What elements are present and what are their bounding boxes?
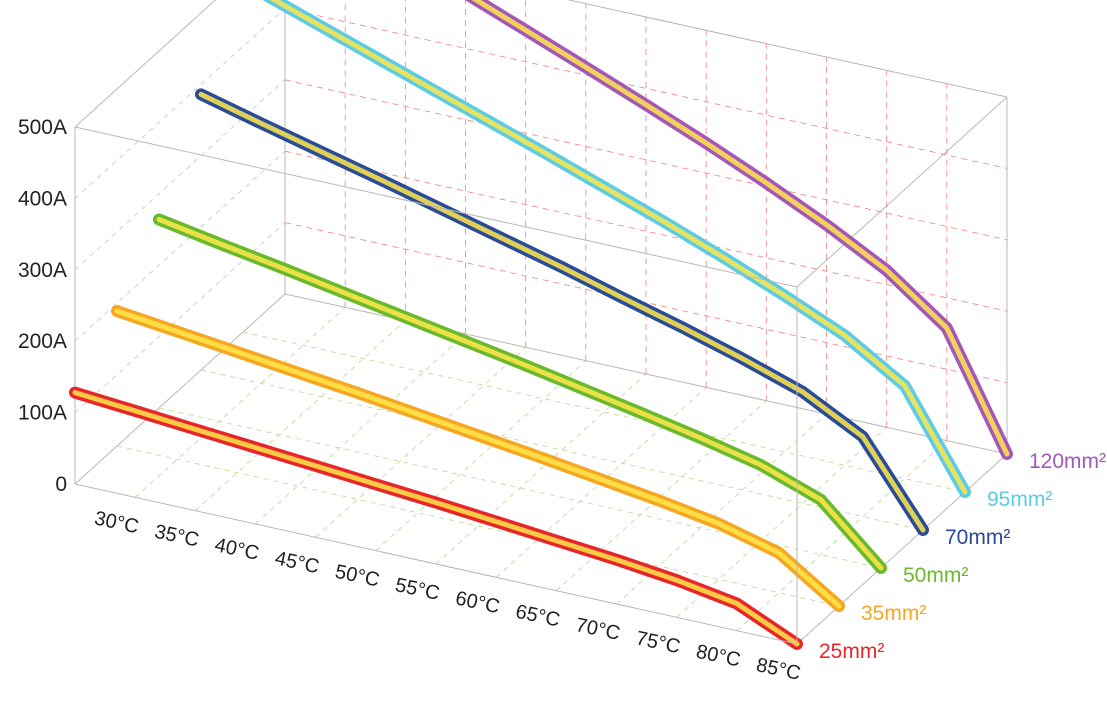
x-tick-labels: 30°C 35°C 40°C 45°C 50°C 55°C 60°C 65°C 70°C 75°C… — [92, 507, 802, 684]
grid-line-floor — [676, 427, 887, 618]
box-edge — [74, 0, 217, 128]
series-70mm² — [195, 88, 929, 536]
series-label: 120mm² — [1029, 450, 1106, 473]
series-35mm² — [111, 305, 845, 612]
x-tick-label: 40°C — [213, 534, 261, 565]
series-labels: 25mm² 35mm² 50mm² 70mm² 95mm² 120mm² — [819, 450, 1106, 663]
x-tick-label: 60°C — [453, 587, 501, 618]
y-tick-labels: 0 100A 200A 300A 400A 500A — [18, 116, 67, 496]
series-95mm² — [262, 0, 971, 498]
grid-line-side — [74, 222, 286, 413]
grid-line-back-horizontal — [284, 8, 1008, 169]
grid-line-side — [74, 79, 286, 271]
x-tick-label: 70°C — [574, 614, 622, 645]
grid-line-floor-depth — [242, 331, 966, 493]
grid-line-floor — [134, 307, 346, 498]
y-tick-label: 0 — [55, 473, 67, 496]
grid-line-side — [74, 8, 286, 199]
box-edge — [796, 96, 1008, 288]
series-label: 70mm² — [945, 526, 1010, 549]
series-line-highlight — [471, 0, 1010, 457]
y-tick-label: 300A — [18, 259, 67, 282]
box-edge — [796, 453, 1008, 645]
grid-line-floor-depth — [116, 445, 840, 607]
grid-line-floor — [315, 347, 526, 538]
series-25mm² — [69, 386, 803, 650]
x-tick-label: 80°C — [694, 641, 742, 672]
x-tick-label: 50°C — [333, 561, 381, 592]
series-line-highlight — [269, 0, 968, 495]
x-tick-label: 55°C — [393, 574, 441, 605]
series-label: 50mm² — [903, 564, 968, 587]
grid-line-back-horizontal — [284, 150, 1008, 312]
grid-line-floor — [736, 440, 948, 631]
x-tick-label: 45°C — [273, 547, 321, 578]
series-label: 35mm² — [861, 602, 926, 625]
grid-line-floor — [255, 333, 466, 525]
x-tick-label: 65°C — [514, 601, 562, 632]
x-tick-label: 30°C — [92, 507, 140, 538]
grid-line-floor — [375, 360, 587, 551]
series-label: 95mm² — [987, 488, 1052, 511]
series-50mm² — [153, 213, 887, 574]
grid-line-back-horizontal — [284, 222, 1008, 383]
series-line-highlight — [156, 217, 884, 571]
grid-line-floor — [616, 413, 827, 605]
grid-line-floor — [435, 373, 647, 565]
grid-line-side — [74, 150, 286, 342]
box-edge-front — [74, 483, 798, 645]
y-tick-label: 100A — [18, 402, 67, 425]
series-line-highlight — [198, 91, 926, 533]
grid-line-floor — [195, 320, 406, 511]
grid-line-floor-depth — [158, 407, 882, 569]
series-line-highlight — [114, 308, 842, 609]
x-tick-label: 75°C — [634, 627, 682, 658]
series-layer — [69, 0, 1013, 650]
x-tick-label: 85°C — [754, 654, 802, 685]
box-edge-front — [74, 126, 798, 288]
box-edge — [74, 293, 286, 485]
x-tick-label: 35°C — [153, 521, 201, 552]
y-tick-label: 200A — [18, 330, 67, 353]
series-label: 25mm² — [819, 640, 884, 663]
plot-box-front — [74, 126, 798, 645]
grid-line-back-horizontal — [284, 79, 1008, 241]
series-120mm² — [464, 0, 1013, 460]
series-line-highlight — [72, 390, 800, 647]
grid-line-floor-depth — [200, 369, 924, 531]
y-tick-label: 400A — [18, 187, 67, 210]
y-tick-label: 500A — [18, 116, 67, 139]
